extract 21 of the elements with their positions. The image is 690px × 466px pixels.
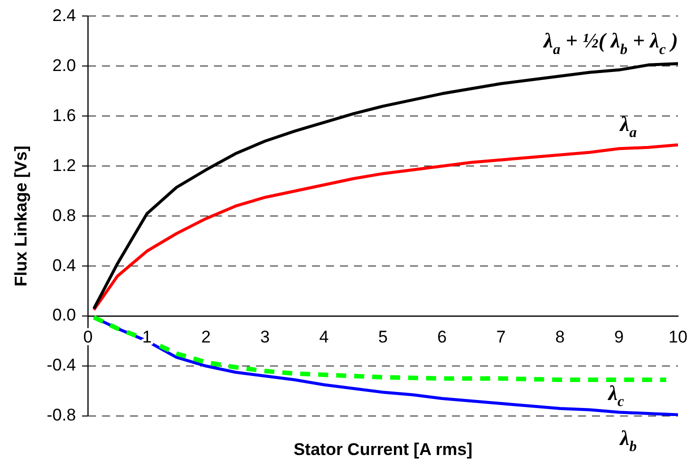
y-tick-label: 0.0 [52,306,76,325]
y-tick-label: -0.8 [46,406,76,425]
x-tick-label: 7 [496,328,506,347]
y-tick-label: 2.0 [52,56,76,75]
x-tick-label: 6 [437,328,447,347]
x-tick-label: 10 [668,328,688,347]
y-tick-label: 1.2 [52,156,76,175]
y-tick-label: 0.8 [52,206,76,225]
x-tick-label: 5 [378,328,388,347]
x-tick-label: 4 [319,328,329,347]
y-tick-label: 0.4 [52,256,76,275]
y-axis-title: Flux Linkage [Vs] [12,146,31,286]
x-tick-label: 3 [260,328,270,347]
y-tick-label: 2.4 [52,6,76,25]
line-series [92,315,668,382]
x-axis-title: Stator Current [A rms] [294,440,472,459]
x-tick-label: 9 [614,328,624,347]
x-tick-label: 8 [555,328,565,347]
y-tick-label: -0.4 [46,356,76,375]
y-tick-label: 1.6 [52,106,76,125]
x-tick-label: 2 [201,328,211,347]
